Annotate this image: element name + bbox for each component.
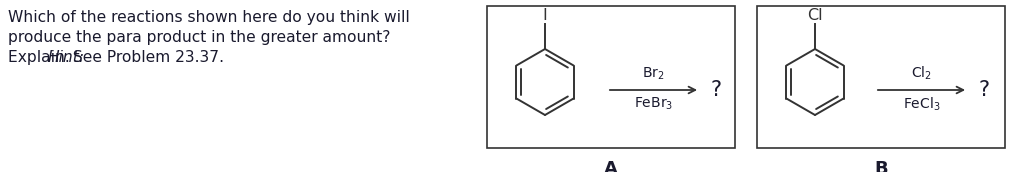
Text: See Problem 23.37.: See Problem 23.37. [67, 50, 224, 65]
Text: A: A [604, 160, 618, 172]
Text: FeCl$_3$: FeCl$_3$ [903, 96, 940, 113]
Text: ?: ? [710, 80, 721, 100]
Text: Cl: Cl [808, 8, 823, 23]
Text: ?: ? [978, 80, 989, 100]
Bar [487, 6, 735, 148]
Bar [757, 6, 1005, 148]
Text: Br$_2$: Br$_2$ [642, 66, 665, 82]
Text: Hint:: Hint: [47, 50, 85, 65]
Text: Explain.: Explain. [8, 50, 75, 65]
Text: Cl$_2$: Cl$_2$ [911, 65, 932, 82]
Text: I: I [542, 8, 547, 23]
Text: B: B [874, 160, 888, 172]
Text: produce the para product in the greater amount?: produce the para product in the greater … [8, 30, 390, 45]
Text: Which of the reactions shown here do you think will: Which of the reactions shown here do you… [8, 10, 409, 25]
Text: FeBr$_3$: FeBr$_3$ [634, 96, 673, 112]
